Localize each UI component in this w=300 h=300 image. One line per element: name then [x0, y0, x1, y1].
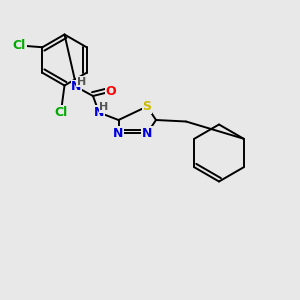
Text: N: N: [113, 127, 124, 140]
Text: Cl: Cl: [55, 106, 68, 119]
Text: H: H: [77, 76, 86, 87]
Text: N: N: [94, 106, 104, 119]
Text: O: O: [106, 85, 116, 98]
Text: H: H: [99, 102, 108, 112]
Text: N: N: [142, 127, 152, 140]
Text: S: S: [142, 100, 152, 113]
Text: N: N: [71, 80, 82, 94]
Text: Cl: Cl: [13, 39, 26, 52]
